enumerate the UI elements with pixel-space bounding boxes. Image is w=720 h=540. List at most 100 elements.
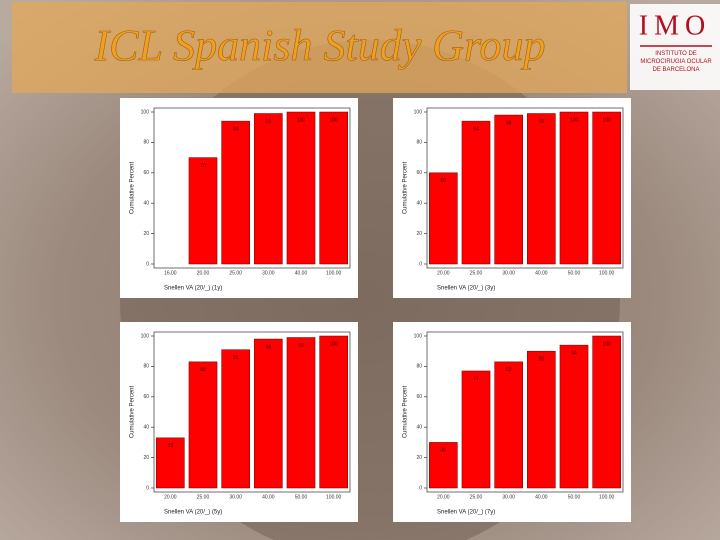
data-label: 100: [602, 117, 611, 123]
x-tick-label: 40.00: [295, 270, 308, 276]
bar: [319, 335, 348, 489]
x-tick-label: 16.00: [164, 270, 177, 276]
data-label: 99: [266, 119, 272, 125]
data-label: 100: [297, 117, 306, 123]
bar: [188, 361, 218, 489]
data-label: 30: [441, 448, 447, 454]
plot-frame: [153, 107, 351, 269]
data-label: 99: [298, 343, 304, 349]
x-tick-label: 30.00: [229, 494, 242, 500]
y-tick-label: 40: [143, 425, 149, 431]
logo-box: [630, 4, 720, 90]
data-label: 100: [329, 117, 338, 123]
data-label: 83: [506, 367, 512, 373]
data-label: 33: [168, 443, 174, 449]
bar: [592, 335, 621, 489]
bar: [527, 350, 556, 489]
logo: IMO: [639, 10, 711, 41]
bar: [319, 111, 348, 265]
bar: [286, 337, 316, 489]
x-tick-label: 50.00: [568, 270, 581, 276]
y-tick-label: 60: [143, 394, 149, 400]
x-axis-label: Snellen VA (20/_) (5y): [164, 510, 222, 516]
data-label: 98: [266, 344, 272, 350]
data-label: 83: [200, 367, 206, 373]
data-label: 94: [571, 350, 577, 356]
x-tick-label: 50.00: [568, 494, 581, 500]
x-axis-label: Snellen VA (20/_) (7y): [437, 510, 495, 516]
bar: [429, 442, 458, 489]
y-tick-label: 0: [146, 261, 149, 267]
bar: [592, 111, 621, 265]
bar: [221, 349, 250, 489]
x-tick-label: 20.00: [437, 494, 450, 500]
title-box: [12, 2, 627, 93]
data-label: 94: [233, 126, 239, 132]
bar: [188, 157, 218, 265]
logo-subtitle: INSTITUTO DE MICROCIRUGIA OCULAR DE BARC…: [640, 51, 712, 73]
chart: 0 20 40 60 80 100 16.00 20.00 70 25.00 94 30.00 99 40…: [120, 98, 358, 298]
data-label: 100: [602, 341, 611, 347]
x-axis-label: Snellen VA (20/_) (3y): [437, 286, 495, 292]
x-tick-label: 25.00: [197, 494, 210, 500]
x-tick-label: 25.00: [470, 270, 483, 276]
y-tick-label: 80: [143, 364, 149, 370]
bar: [156, 437, 185, 489]
x-tick-label: 20.00: [437, 270, 450, 276]
data-label: 100: [570, 117, 579, 123]
x-tick-label: 25.00: [229, 270, 242, 276]
y-axis-label: Cumulative Percent: [130, 161, 136, 214]
plot-frame: [153, 331, 351, 493]
y-tick-label: 60: [416, 170, 422, 176]
y-tick-label: 60: [143, 170, 149, 176]
y-tick-label: 0: [146, 485, 149, 491]
y-tick-label: 20: [416, 231, 422, 237]
y-tick-label: 20: [416, 455, 422, 461]
plot-frame: [426, 107, 624, 269]
bar: [559, 344, 589, 489]
data-label: 94: [473, 126, 479, 132]
x-tick-label: 20.00: [164, 494, 177, 500]
y-tick-label: 40: [416, 201, 422, 207]
bar: [494, 361, 523, 489]
x-tick-label: 100.00: [599, 270, 615, 276]
y-axis-label: Cumulative Percent: [130, 385, 136, 438]
bar: [286, 111, 316, 265]
y-axis-label: Cumulative Percent: [403, 161, 409, 214]
data-label: 99: [539, 119, 545, 125]
y-tick-label: 40: [416, 425, 422, 431]
bar: [254, 113, 283, 265]
x-tick-label: 30.00: [502, 494, 515, 500]
chart: 0 20 40 60 80 100 20.00 60 25.00 94 30.00 98 40.00 99…: [393, 98, 631, 298]
y-tick-label: 20: [143, 231, 149, 237]
chart: 0 20 40 60 80 100 20.00 33 25.00 83 30.00 91 40.00 98…: [120, 322, 358, 522]
slide-title: ICL Spanish Study Group: [93, 21, 545, 70]
x-tick-label: 100.00: [326, 270, 342, 276]
y-tick-label: 40: [143, 201, 149, 207]
y-tick-label: 80: [143, 140, 149, 146]
y-tick-label: 80: [416, 364, 422, 370]
data-label: 60: [441, 178, 447, 184]
x-tick-label: 25.00: [470, 494, 483, 500]
bar: [527, 113, 556, 265]
x-tick-label: 40.00: [262, 494, 275, 500]
y-tick-label: 100: [414, 333, 423, 339]
x-tick-label: 20.00: [197, 270, 210, 276]
y-axis-label: Cumulative Percent: [403, 385, 409, 438]
chart: 0 20 40 60 80 100 20.00 30 25.00 77 30.00 83 40.00 90…: [393, 322, 631, 522]
x-tick-label: 40.00: [535, 270, 548, 276]
x-tick-label: 30.00: [262, 270, 275, 276]
x-tick-label: 100.00: [599, 494, 615, 500]
x-tick-label: 100.00: [326, 494, 342, 500]
y-tick-label: 100: [141, 109, 150, 115]
x-axis-label: Snellen VA (20/_) (1y): [164, 286, 222, 292]
data-label: 91: [233, 355, 239, 361]
y-tick-label: 60: [416, 394, 422, 400]
bar: [461, 370, 491, 489]
data-label: 90: [539, 357, 545, 363]
bar: [559, 111, 589, 265]
data-label: 77: [473, 376, 479, 382]
data-label: 98: [506, 120, 512, 126]
bar: [461, 120, 491, 265]
